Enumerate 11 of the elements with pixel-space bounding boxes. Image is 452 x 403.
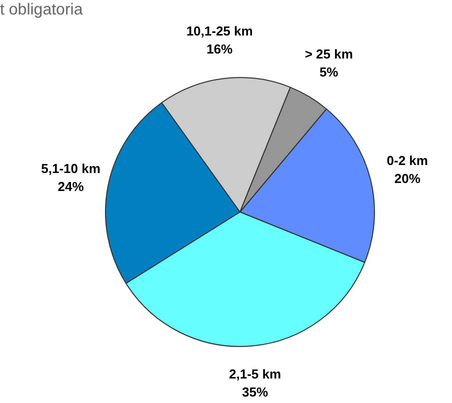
slice-label: > 25 km <box>304 46 353 62</box>
data-label: 5% <box>319 64 339 80</box>
chart-title: t obligatoria <box>0 1 83 18</box>
data-label: 35% <box>242 384 268 400</box>
data-label: 16% <box>206 41 234 56</box>
slice-label: 0-2 km <box>386 152 428 168</box>
slice-label: 2,1-5 km <box>229 366 282 382</box>
slice-label: 10,1-25 km <box>186 23 253 38</box>
data-label: 20% <box>394 170 421 186</box>
data-label: 24% <box>58 179 84 194</box>
slice-label: 5,1-10 km <box>41 161 100 176</box>
